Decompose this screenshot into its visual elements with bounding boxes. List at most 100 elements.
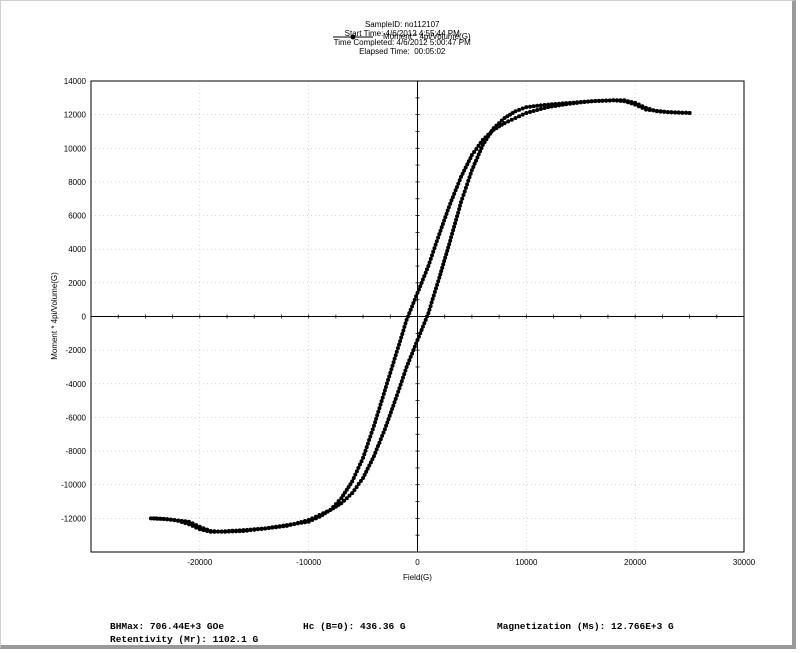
data-point: [531, 109, 536, 113]
data-point: [148, 516, 153, 521]
data-point: [237, 529, 242, 534]
data-point: [423, 317, 428, 322]
coercivity-readout: Hc (B=0): 436.36 G: [303, 621, 406, 632]
time-completed: Time Completed: 4/6/2012 5:00:47 PM: [333, 38, 471, 47]
data-point: [439, 225, 444, 230]
data-point: [578, 100, 583, 105]
data-point: [404, 365, 409, 369]
data-point: [397, 386, 402, 391]
data-point: [393, 396, 398, 401]
data-point: [378, 437, 383, 442]
data-point: [465, 182, 470, 187]
data-point: [388, 370, 393, 375]
data-point: [636, 102, 641, 107]
data-point: [407, 311, 412, 316]
data-point: [395, 346, 400, 351]
data-point: [448, 201, 453, 206]
data-point: [476, 143, 481, 148]
data-point: [386, 377, 391, 382]
data-point: [440, 222, 445, 226]
data-point: [356, 465, 361, 470]
data-point: [367, 463, 372, 468]
data-point: [387, 374, 392, 379]
data-point: [604, 98, 609, 103]
data-point: [549, 104, 554, 109]
data-point: [647, 107, 652, 111]
data-point: [524, 105, 529, 110]
data-point: [375, 413, 380, 418]
data-point: [397, 342, 401, 347]
data-point: [644, 105, 648, 110]
data-point: [465, 162, 470, 167]
data-point: [557, 103, 561, 108]
data-point: [450, 195, 455, 200]
data-point: [380, 433, 385, 438]
data-point: [469, 168, 474, 173]
x-axis-title: Field(G): [403, 573, 432, 582]
data-point: [373, 450, 378, 455]
grid-lines: [91, 81, 744, 552]
data-point: [449, 235, 454, 240]
data-point: [455, 214, 460, 219]
data-point: [441, 262, 446, 267]
data-point: [212, 529, 217, 534]
data-point: [582, 100, 587, 104]
data-point: [252, 527, 257, 532]
data-point: [538, 107, 543, 111]
data-point: [589, 99, 594, 104]
data-point: [168, 517, 173, 522]
data-point: [406, 361, 410, 366]
data-point: [352, 488, 357, 493]
data-point: [403, 368, 408, 373]
data-point: [361, 476, 366, 480]
data-point: [687, 110, 692, 115]
data-point: [486, 132, 491, 137]
data-point: [408, 354, 413, 359]
data-point: [651, 108, 656, 113]
data-point: [460, 196, 465, 201]
data-point: [564, 102, 569, 107]
data-point: [432, 289, 437, 294]
data-point: [452, 224, 457, 229]
data-point: [394, 349, 399, 354]
x-tick-label: -20000: [187, 558, 212, 567]
sample-id: SampleID: no112107: [364, 20, 440, 29]
data-point: [618, 98, 623, 103]
y-tick-label: 0: [82, 313, 87, 322]
data-point: [415, 338, 420, 342]
data-point: [474, 158, 478, 163]
data-point: [420, 324, 425, 329]
data-point: [410, 304, 415, 309]
data-point: [404, 317, 409, 322]
data-point: [450, 231, 455, 236]
data-point: [443, 215, 448, 220]
x-tick-label: 10000: [515, 558, 538, 567]
data-point: [392, 400, 397, 405]
data-point: [364, 469, 369, 474]
data-point: [431, 293, 436, 298]
data-point: [428, 256, 433, 261]
data-point: [418, 331, 423, 336]
data-point: [370, 457, 375, 462]
data-point: [411, 348, 416, 353]
data-point: [270, 525, 275, 530]
data-point: [380, 395, 385, 400]
data-point: [431, 249, 436, 254]
data-point: [342, 490, 347, 495]
data-point: [353, 472, 358, 477]
data-point: [435, 282, 440, 287]
data-point: [347, 493, 352, 498]
y-tick-label: -8000: [66, 447, 87, 456]
data-point: [425, 267, 429, 272]
data-point: [379, 399, 384, 404]
data-point: [336, 499, 341, 504]
data-point: [219, 529, 224, 534]
data-point: [433, 242, 438, 247]
data-point: [358, 479, 363, 483]
data-point: [350, 479, 355, 484]
data-point: [392, 356, 397, 361]
data-point: [368, 434, 373, 439]
data-point: [449, 198, 454, 203]
data-point: [401, 375, 405, 380]
